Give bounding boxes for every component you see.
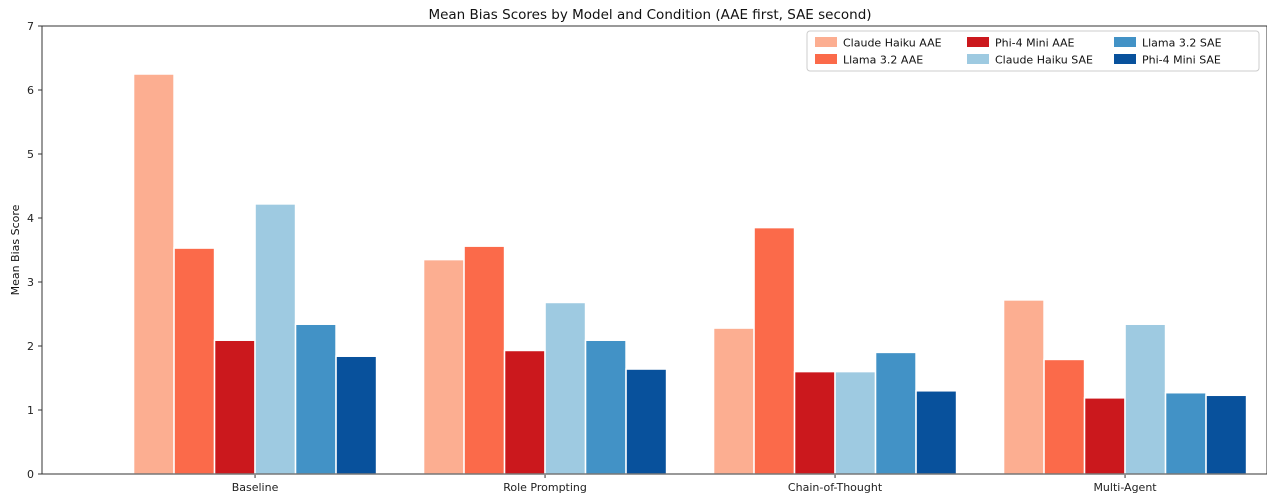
bar [335, 355, 378, 475]
x-tick-label: Baseline [232, 481, 279, 494]
bar [503, 349, 546, 475]
y-tick-label: 1 [27, 404, 34, 417]
y-tick-label: 5 [27, 148, 34, 161]
bar [1205, 394, 1248, 475]
legend-label: Llama 3.2 AAE [843, 54, 923, 67]
bar [915, 390, 958, 475]
ticks-layer: 0 1 2 3 4 5 6 7 Baseline Role Prompting Chain-of-T… [27, 20, 1157, 494]
y-tick-label: 6 [27, 84, 34, 97]
bar [294, 323, 337, 475]
bar [834, 370, 877, 475]
y-tick-label: 3 [27, 276, 34, 289]
bar [712, 327, 755, 475]
chart-title: Mean Bias Scores by Model and Condition … [428, 7, 871, 23]
bar [625, 368, 668, 475]
bar [584, 339, 627, 475]
bars-layer [132, 73, 1248, 475]
x-tick-label: Role Prompting [503, 481, 587, 494]
legend: Claude Haiku AAE Llama 3.2 AAE Phi-4 Mini … [806, 30, 1260, 72]
bar [753, 226, 796, 475]
y-tick-label: 2 [27, 340, 34, 353]
legend-swatch [1114, 54, 1136, 64]
bar [793, 370, 836, 475]
x-tick-label: Multi-Agent [1093, 481, 1157, 494]
bar [874, 351, 917, 475]
x-tick-label: Chain-of-Thought [788, 481, 883, 494]
legend-box [806, 30, 1260, 72]
bar [1083, 397, 1126, 475]
bar [1124, 323, 1167, 475]
legend-swatch [815, 37, 837, 47]
plot-frame [41, 25, 1267, 475]
legend-swatch [967, 37, 989, 47]
legend-label: Claude Haiku SAE [995, 54, 1093, 67]
bar [544, 301, 587, 475]
bar [1043, 358, 1086, 475]
legend-swatch [1114, 37, 1136, 47]
bar [213, 339, 256, 475]
bar [173, 247, 216, 475]
legend-label: Claude Haiku AAE [843, 37, 942, 50]
y-tick-label: 4 [27, 212, 34, 225]
legend-label: Llama 3.2 SAE [1142, 37, 1222, 50]
legend-label: Phi-4 Mini SAE [1142, 54, 1221, 67]
bar [1002, 299, 1045, 475]
bar [132, 73, 175, 475]
y-tick-label: 0 [27, 468, 34, 481]
legend-label: Phi-4 Mini AAE [995, 37, 1075, 50]
legend-swatch [967, 54, 989, 64]
bar [422, 258, 465, 475]
legend-swatch [815, 54, 837, 64]
y-tick-label: 7 [27, 20, 34, 33]
bar [1164, 391, 1207, 475]
bar [463, 245, 506, 475]
bar [254, 203, 297, 475]
y-axis-label: Mean Bias Score [9, 204, 22, 295]
